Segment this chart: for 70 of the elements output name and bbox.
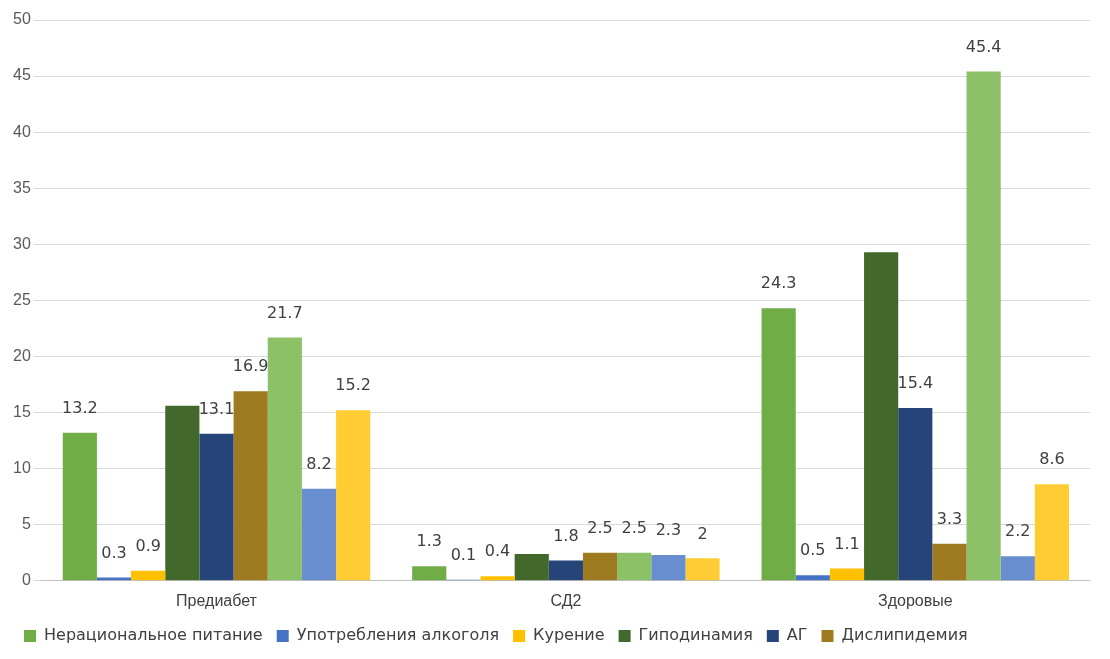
data-label: 0.9 <box>135 535 161 555</box>
bar <box>480 576 515 581</box>
bar <box>685 558 720 581</box>
bar <box>233 391 268 581</box>
bar <box>548 560 583 581</box>
legend-label: Употребления алкоголя <box>296 625 500 645</box>
legend-label: Нерациональное питание <box>44 625 263 645</box>
legend-label: Гиподинамия <box>638 625 753 645</box>
bar <box>932 543 967 581</box>
bar <box>62 432 97 581</box>
data-label: 8.6 <box>1039 449 1065 469</box>
bar <box>165 405 200 581</box>
y-tick-label: 35 <box>13 178 31 196</box>
bar <box>412 566 447 581</box>
y-tick-label: 25 <box>13 290 31 308</box>
data-label: 0.1 <box>450 544 477 564</box>
bar <box>1000 556 1035 581</box>
data-label: 0.3 <box>101 542 127 562</box>
y-tick-label: 45 <box>13 66 31 84</box>
y-tick-label: 10 <box>13 459 31 477</box>
data-label: 13.1 <box>198 399 235 419</box>
bar <box>1034 484 1070 581</box>
data-label: 2.5 <box>621 517 647 537</box>
bar <box>336 410 371 581</box>
data-label: 15.2 <box>335 375 371 395</box>
data-label: 16.9 <box>232 356 269 376</box>
bar <box>651 555 686 581</box>
bar <box>829 568 865 581</box>
data-label: 2.5 <box>587 517 613 537</box>
y-tick-label: 5 <box>21 515 31 533</box>
bar <box>966 71 1001 581</box>
bar <box>864 252 899 581</box>
legend-label: Курение <box>533 625 605 645</box>
data-label: 1.8 <box>553 525 579 545</box>
bar <box>761 308 796 581</box>
bar <box>795 575 830 581</box>
x-tick-label: Здоровые <box>878 591 953 609</box>
bar <box>267 337 302 581</box>
data-label: 2.3 <box>655 520 682 540</box>
bar <box>96 577 132 581</box>
data-label: 45.4 <box>965 36 1002 56</box>
y-tick-label: 15 <box>13 402 31 420</box>
y-tick-label: 50 <box>13 10 31 28</box>
data-label: 0.4 <box>484 541 511 561</box>
legend-label: Дислипидемия <box>841 625 968 645</box>
data-label: 2.2 <box>1005 521 1031 541</box>
bar <box>617 552 652 581</box>
data-label: 1.3 <box>416 531 442 551</box>
bar <box>199 433 234 581</box>
legend-label: АГ <box>786 625 808 645</box>
y-tick-label: 40 <box>13 122 31 140</box>
data-label: 3.3 <box>936 508 963 528</box>
y-tick-label: 0 <box>21 571 31 589</box>
data-label: 21.7 <box>267 302 303 322</box>
data-label: 1.1 <box>834 533 860 553</box>
data-label: 8.2 <box>306 453 332 473</box>
data-label: 13.2 <box>62 397 98 417</box>
bar <box>514 553 549 581</box>
bar <box>898 408 933 581</box>
y-tick-label: 30 <box>13 234 31 252</box>
bar <box>131 570 166 581</box>
data-label: 0.5 <box>800 540 826 560</box>
bar <box>301 488 337 581</box>
x-tick-label: СД2 <box>550 591 582 609</box>
data-label: 15.4 <box>897 373 934 393</box>
y-tick-label: 20 <box>13 346 31 364</box>
bar <box>582 552 618 581</box>
data-label: 2 <box>697 523 708 543</box>
x-tick-label: Предиабет <box>176 591 258 609</box>
data-label: 24.3 <box>760 273 797 293</box>
